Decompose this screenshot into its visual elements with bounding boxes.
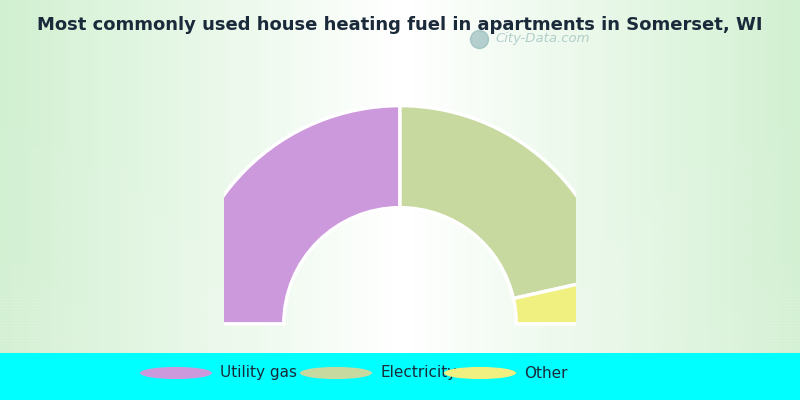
Text: Other: Other xyxy=(524,366,567,380)
Ellipse shape xyxy=(300,367,372,379)
Wedge shape xyxy=(400,106,613,298)
Wedge shape xyxy=(182,106,400,324)
Ellipse shape xyxy=(140,367,212,379)
Text: City-Data.com: City-Data.com xyxy=(495,32,590,45)
Text: Most commonly used house heating fuel in apartments in Somerset, WI: Most commonly used house heating fuel in… xyxy=(38,16,762,34)
Text: Utility gas: Utility gas xyxy=(220,366,297,380)
Text: Electricity: Electricity xyxy=(380,366,456,380)
Ellipse shape xyxy=(444,367,516,379)
Wedge shape xyxy=(514,276,618,324)
